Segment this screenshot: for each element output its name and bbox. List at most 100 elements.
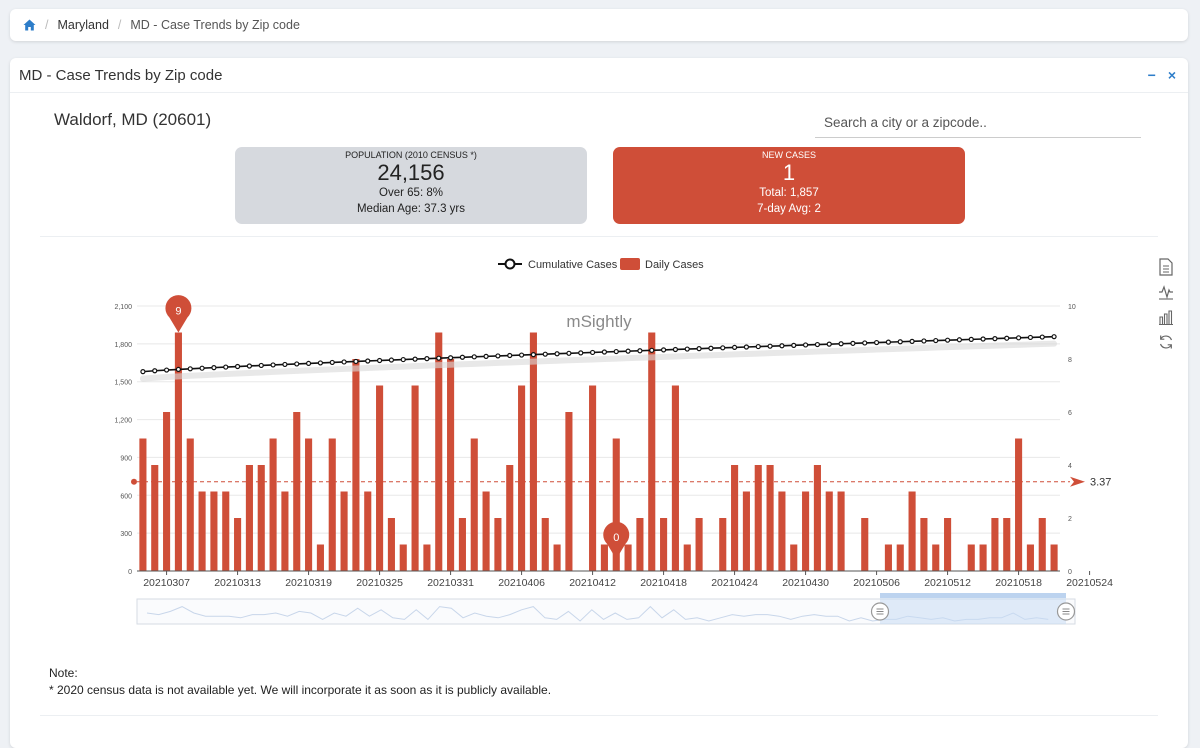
daily-case-bar	[766, 465, 774, 571]
x-axis-tick-label: 20210325	[356, 577, 403, 589]
breadcrumb-link-maryland[interactable]: Maryland	[57, 18, 109, 32]
minimize-button[interactable]: −	[1147, 67, 1156, 83]
daily-case-bar	[813, 465, 821, 571]
cumulative-point	[518, 352, 525, 358]
legend-line-marker	[504, 258, 516, 270]
average-line-label: 3.37	[1090, 477, 1111, 489]
cumulative-point	[495, 353, 501, 359]
x-axis-tick-label: 20210506	[853, 577, 900, 589]
cumulative-point	[1027, 334, 1034, 341]
close-button[interactable]: ×	[1167, 67, 1176, 83]
cumulative-point	[814, 341, 821, 348]
daily-case-bar	[790, 544, 798, 571]
x-axis-tick-label: 20210424	[711, 577, 758, 589]
cumulative-point	[956, 337, 963, 343]
cumulative-point	[838, 341, 844, 347]
cumulative-point	[234, 363, 241, 370]
daily-case-bar	[565, 412, 573, 571]
min-marker-pin	[603, 521, 630, 560]
cumulative-point	[649, 347, 655, 353]
daily-case-bar	[447, 359, 455, 571]
daily-case-bar	[222, 491, 230, 571]
daily-case-bar	[186, 438, 194, 571]
daily-case-bar	[920, 518, 928, 571]
cumulative-point	[530, 352, 537, 358]
daily-case-bar	[600, 544, 608, 571]
cumulative-point	[885, 339, 892, 345]
daily-case-bar	[861, 518, 869, 571]
daily-case-bar	[612, 438, 620, 571]
x-axis-tick-label: 20210331	[427, 577, 474, 589]
line-chart-icon[interactable]	[1158, 283, 1174, 301]
cumulative-point	[341, 359, 347, 365]
divider	[40, 236, 1158, 237]
daily-case-bar	[399, 544, 407, 571]
daily-case-bar	[293, 412, 301, 571]
daily-case-bar	[210, 491, 218, 571]
daily-case-bar	[991, 518, 999, 571]
bar-chart-icon[interactable]	[1158, 308, 1174, 326]
daily-case-bar	[802, 491, 810, 571]
daily-case-bar	[139, 438, 147, 571]
cumulative-point	[826, 341, 832, 347]
cumulative-point	[708, 345, 714, 351]
left-axis-tick-label: 1,200	[114, 418, 132, 425]
daily-case-bar	[387, 518, 395, 571]
daily-case-bar	[506, 465, 514, 571]
cumulative-point	[152, 368, 158, 374]
cumulative-point	[1015, 335, 1022, 341]
cumulative-point	[944, 337, 951, 343]
daily-case-bar	[281, 491, 289, 571]
cumulative-point	[755, 343, 761, 350]
daily-case-bar	[494, 518, 502, 571]
cumulative-point	[270, 362, 276, 368]
x-axis-tick-label: 20210524	[1066, 577, 1113, 589]
daily-case-bar	[896, 544, 904, 571]
cumulative-point	[353, 358, 359, 365]
x-axis-tick-label: 20210406	[498, 577, 545, 589]
over65-text: Over 65: 8%	[379, 187, 443, 199]
daily-case-bar	[423, 544, 431, 571]
zoom-slider-selection	[880, 593, 1066, 624]
panel-title: MD - Case Trends by Zip code	[19, 66, 223, 84]
restore-icon[interactable]	[1158, 333, 1174, 351]
search-input[interactable]	[815, 108, 1141, 138]
cumulative-point	[140, 369, 146, 375]
cumulative-point	[282, 361, 288, 368]
left-axis-tick-label: 1,500	[114, 380, 132, 387]
legend-label-cumulative: Cumulative Cases	[528, 259, 618, 271]
cumulative-point	[791, 342, 797, 348]
watermark-text: mSightly	[566, 312, 632, 331]
cumulative-point	[211, 365, 217, 371]
daily-case-bar	[1003, 518, 1011, 571]
home-icon[interactable]	[23, 19, 36, 31]
cumulative-point	[578, 350, 584, 356]
cumulative-point	[696, 346, 702, 352]
breadcrumb-separator: /	[117, 18, 122, 32]
cumulative-point	[731, 344, 738, 351]
cumulative-line-shadow	[139, 340, 1058, 382]
cumulative-point	[554, 351, 560, 357]
daily-case-bar	[553, 544, 561, 571]
cumulative-point	[909, 338, 915, 344]
data-view-icon[interactable]	[1158, 258, 1174, 276]
daily-case-bar	[932, 544, 940, 571]
cumulative-point	[1039, 334, 1045, 340]
note-text: * 2020 census data is not available yet.…	[49, 683, 552, 697]
daily-case-bar	[257, 465, 265, 571]
cumulative-point	[637, 348, 643, 354]
cumulative-point	[483, 353, 489, 359]
daily-case-bar	[837, 491, 845, 571]
median-age-text: Median Age: 37.3 yrs	[356, 203, 466, 215]
daily-case-bar	[376, 385, 384, 571]
daily-case-bar	[435, 332, 443, 571]
new-cases-value: 1	[782, 160, 796, 185]
daily-case-bar	[529, 332, 537, 571]
daily-case-bar	[174, 332, 182, 571]
population-value: 24,156	[377, 160, 445, 185]
cumulative-point	[388, 357, 395, 363]
daily-case-bar	[1038, 518, 1046, 571]
cumulative-point	[246, 363, 253, 369]
chart-toolbox	[1158, 258, 1174, 351]
daily-case-bar	[482, 491, 490, 571]
